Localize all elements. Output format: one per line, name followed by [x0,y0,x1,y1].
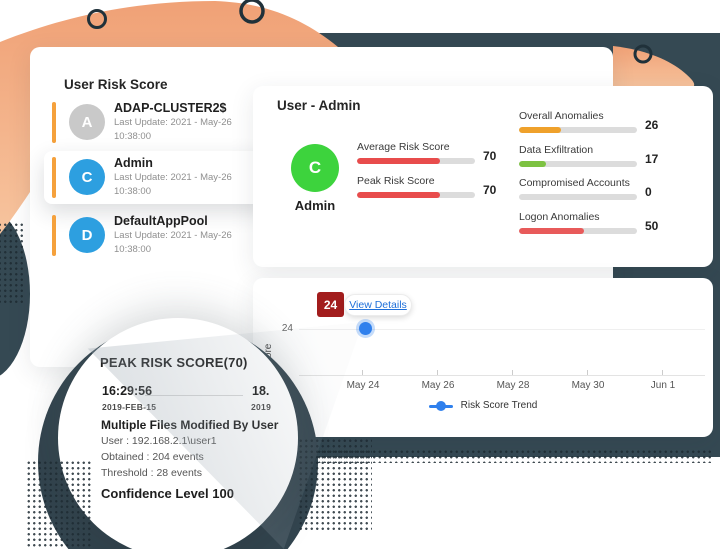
user-row-admin-selected[interactable]: C Admin Last Update: 2021 - May-26 10:38… [44,151,272,204]
progress-fill [519,228,584,234]
metric-label: Overall Anomalies [519,110,604,122]
halftone-dots [300,449,714,463]
panel-title: User Risk Score [64,77,168,92]
metric-logon-anomalies: Logon Anomalies 50 [519,211,679,241]
metric-label: Logon Anomalies [519,211,600,223]
metric-value: 50 [645,219,659,233]
progress-track [519,228,637,234]
last-update: Last Update: 2021 - May-26 [114,172,232,183]
confidence-level: Confidence Level 100 [101,486,234,501]
metric-value: 17 [645,152,659,166]
view-details-link[interactable]: View Details [349,299,407,311]
trend-line-icon [428,400,453,411]
metric-value: 70 [483,149,497,163]
ring-icon [87,9,107,29]
metric-label: Average Risk Score [357,141,450,153]
x-axis-line [299,375,705,376]
avatar: A [69,104,105,140]
event-obtained: Obtained : 204 events [101,451,204,463]
panel-title: User - Admin [277,98,361,113]
metric-average-risk-score: Average Risk Score 70 [357,141,517,171]
gridline [299,329,705,330]
halftone-dots [0,222,25,304]
x-tick-mark [437,370,438,375]
event-threshold: Threshold : 28 events [101,467,202,479]
halftone-dots [298,438,372,533]
metric-compromised-accounts: Compromised Accounts 0 [519,177,679,207]
progress-track [357,192,475,198]
user-name: Admin [114,156,153,170]
metric-label: Peak Risk Score [357,175,435,187]
metric-data-exfiltration: Data Exfiltration 17 [519,144,679,174]
orange-blob-wedge [613,46,695,88]
avatar: C [291,144,339,192]
user-name: ADAP-CLUSTER2$ [114,101,227,115]
risk-score-trend-panel: 24 View Details Risk Score 24 May 24 May… [253,278,713,437]
chart-legend: Risk Score Trend [253,400,713,411]
user-info: Admin Last Update: 2021 - May-26 10:38:0… [114,156,244,198]
progress-track [519,127,637,133]
end-time: 18. [252,384,270,398]
x-axis-tick: May 28 [496,380,530,391]
start-time: 16:29:56 [102,384,153,398]
progress-track [357,158,475,164]
metric-value: 26 [645,118,659,132]
end-date: 2019 [251,402,272,412]
accent-bar [52,215,56,256]
avatar-name: Admin [294,198,336,213]
last-update-time: 10:38:00 [114,244,151,255]
anomaly-event-title: Multiple Files Modified By User [101,418,279,432]
metric-peak-risk-score: Peak Risk Score 70 [357,175,517,205]
progress-fill [519,127,562,133]
accent-bar [52,157,56,198]
progress-fill [519,161,547,167]
legend-label: Risk Score Trend [460,400,538,411]
last-update-time: 10:38:00 [114,131,151,142]
accent-bar [52,102,56,143]
risk-score-data-point[interactable] [359,322,372,335]
start-date: 2019-FEB-15 [102,402,157,412]
user-row-adap-cluster2[interactable]: A ADAP-CLUSTER2$ Last Update: 2021 - May… [44,96,272,149]
last-update: Last Update: 2021 - May-26 [114,230,232,241]
view-details-pill: View Details [344,294,412,316]
progress-track [519,194,637,200]
progress-fill [357,158,440,164]
x-tick-mark [362,370,363,375]
user-name: DefaultAppPool [114,214,208,228]
metric-value: 0 [645,185,652,199]
halftone-dots [26,460,92,548]
legend-dot [435,400,446,411]
ring-icon [239,0,265,24]
x-tick-mark [587,370,588,375]
last-update-time: 10:38:00 [114,186,151,197]
user-row-defaultapppool[interactable]: D DefaultAppPool Last Update: 2021 - May… [44,209,272,262]
user-info: ADAP-CLUSTER2$ Last Update: 2021 - May-2… [114,101,244,143]
x-axis-tick: May 26 [421,380,455,391]
x-axis-tick: Jun 1 [650,380,676,391]
x-axis-tick: May 24 [346,380,380,391]
magnifier-title: PEAK RISK SCORE(70) [100,355,248,370]
avatar: D [69,217,105,253]
metric-value: 70 [483,183,497,197]
ring-icon [633,44,653,64]
metric-label: Data Exfiltration [519,144,594,156]
tooltip-value-badge: 24 [317,292,344,317]
metric-label: Compromised Accounts [519,177,630,189]
event-user: User : 192.168.2.1\user1 [101,435,217,447]
magnifier-detail-circle: PEAK RISK SCORE(70) 16:29:56 18. 2019-FE… [58,318,298,549]
y-axis-tick: 24 [281,323,293,334]
user-info: DefaultAppPool Last Update: 2021 - May-2… [114,214,244,256]
progress-fill [357,192,440,198]
avatar: C [69,159,105,195]
user-admin-detail-panel: User - Admin C Admin Average Risk Score … [253,86,713,267]
x-tick-mark [662,370,663,375]
metric-overall-anomalies: Overall Anomalies 26 [519,110,679,140]
last-update: Last Update: 2021 - May-26 [114,117,232,128]
timeline-divider [145,395,243,396]
x-tick-mark [512,370,513,375]
x-axis-tick: May 30 [571,380,605,391]
progress-track [519,161,637,167]
